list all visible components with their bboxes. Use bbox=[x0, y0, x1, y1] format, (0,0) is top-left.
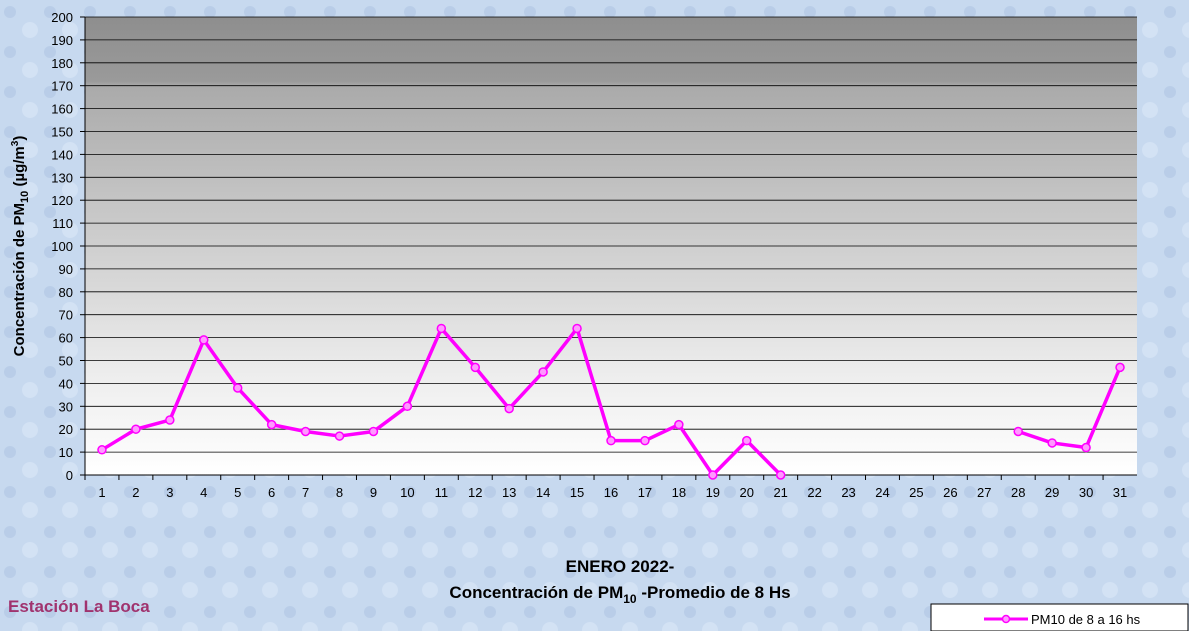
x-tick-label: 14 bbox=[536, 485, 550, 500]
point-marker bbox=[234, 384, 242, 392]
y-tick-label: 90 bbox=[59, 262, 73, 277]
y-tick-label: 70 bbox=[59, 308, 73, 323]
point-marker bbox=[437, 324, 445, 332]
y-tick-label: 20 bbox=[59, 422, 73, 437]
point-marker bbox=[200, 336, 208, 344]
point-marker bbox=[132, 425, 140, 433]
point-marker bbox=[98, 446, 106, 454]
x-tick-label: 24 bbox=[875, 485, 889, 500]
point-marker bbox=[302, 427, 310, 435]
y-tick-label: 200 bbox=[51, 10, 73, 25]
y-tick-label: 150 bbox=[51, 125, 73, 140]
y-tick-label: 170 bbox=[51, 79, 73, 94]
x-tick-label: 29 bbox=[1045, 485, 1059, 500]
point-marker bbox=[471, 363, 479, 371]
x-tick-label: 12 bbox=[468, 485, 482, 500]
x-tick-label: 8 bbox=[336, 485, 343, 500]
x-tick-label: 30 bbox=[1079, 485, 1093, 500]
x-tick-label: 18 bbox=[672, 485, 686, 500]
x-tick-label: 28 bbox=[1011, 485, 1025, 500]
point-marker bbox=[1048, 439, 1056, 447]
x-tick-label: 22 bbox=[807, 485, 821, 500]
point-marker bbox=[336, 432, 344, 440]
point-marker bbox=[505, 405, 513, 413]
point-marker bbox=[1082, 444, 1090, 452]
x-tick-label: 11 bbox=[435, 485, 449, 500]
point-marker bbox=[1014, 427, 1022, 435]
x-tick-label: 20 bbox=[740, 485, 754, 500]
x-tick-label: 19 bbox=[706, 485, 720, 500]
x-tick-label: 26 bbox=[943, 485, 957, 500]
x-tick-label: 23 bbox=[841, 485, 855, 500]
point-marker bbox=[1116, 363, 1124, 371]
chart: Concentración de PM10 (µg/m3) ENERO 2022… bbox=[0, 0, 1189, 631]
point-marker bbox=[709, 471, 717, 479]
x-tick-label: 7 bbox=[302, 485, 309, 500]
y-tick-label: 120 bbox=[51, 193, 73, 208]
y-tick-label: 50 bbox=[59, 354, 73, 369]
y-tick-label: 160 bbox=[51, 102, 73, 117]
y-tick-label: 100 bbox=[51, 239, 73, 254]
x-tick-label: 15 bbox=[570, 485, 584, 500]
x-tick-label: 25 bbox=[909, 485, 923, 500]
y-tick-label: 180 bbox=[51, 56, 73, 71]
station-label: Estación La Boca bbox=[8, 597, 150, 616]
y-tick-label: 190 bbox=[51, 33, 73, 48]
x-tick-label: 3 bbox=[166, 485, 173, 500]
y-label-unit: (µg/m bbox=[11, 146, 28, 190]
point-marker bbox=[573, 324, 581, 332]
point-marker bbox=[607, 437, 615, 445]
y-label-text: Concentración de PM bbox=[11, 203, 28, 356]
y-tick-label: 30 bbox=[59, 399, 73, 414]
x-tick-label: 21 bbox=[773, 485, 787, 500]
page: {"chart_data": { "type": "line", "title_… bbox=[0, 0, 1189, 631]
y-tick-label: 60 bbox=[59, 331, 73, 346]
y-tick-label: 130 bbox=[51, 170, 73, 185]
x-tick-label: 9 bbox=[370, 485, 377, 500]
x-tick-label: 31 bbox=[1113, 485, 1127, 500]
point-marker bbox=[403, 402, 411, 410]
y-tick-label: 140 bbox=[51, 147, 73, 162]
y-axis-label: Concentración de PM10 (µg/m3) bbox=[10, 136, 31, 357]
y-label-sub: 10 bbox=[19, 191, 31, 203]
point-marker bbox=[743, 437, 751, 445]
x-tick-label: 13 bbox=[502, 485, 516, 500]
legend-marker bbox=[1003, 616, 1010, 623]
x-tick-label: 10 bbox=[400, 485, 414, 500]
x-tick-label: 2 bbox=[132, 485, 139, 500]
x-tick-label: 5 bbox=[234, 485, 241, 500]
x-tick-label: 4 bbox=[200, 485, 207, 500]
x-tick-label: 1 bbox=[98, 485, 105, 500]
x-tick-label: 27 bbox=[977, 485, 991, 500]
y-tick-label: 80 bbox=[59, 285, 73, 300]
x-tick-label: 16 bbox=[604, 485, 618, 500]
legend-label: PM10 de 8 a 16 hs bbox=[1031, 612, 1141, 627]
title-line1: ENERO 2022- bbox=[566, 557, 675, 576]
point-marker bbox=[777, 471, 785, 479]
y-label-close: ) bbox=[11, 136, 28, 141]
point-marker bbox=[641, 437, 649, 445]
point-marker bbox=[369, 427, 377, 435]
point-marker bbox=[166, 416, 174, 424]
y-tick-label: 40 bbox=[59, 376, 73, 391]
title-text: Concentración de PM bbox=[449, 583, 623, 602]
x-tick-label: 6 bbox=[268, 485, 275, 500]
y-tick-label: 0 bbox=[66, 468, 73, 483]
y-tick-label: 110 bbox=[52, 216, 73, 231]
title-rest: -Promedio de 8 Hs bbox=[637, 583, 791, 602]
point-marker bbox=[539, 368, 547, 376]
point-marker bbox=[675, 421, 683, 429]
x-tick-label: 17 bbox=[638, 485, 652, 500]
y-tick-label: 10 bbox=[59, 445, 73, 460]
point-marker bbox=[268, 421, 276, 429]
title-sub: 10 bbox=[623, 592, 637, 606]
